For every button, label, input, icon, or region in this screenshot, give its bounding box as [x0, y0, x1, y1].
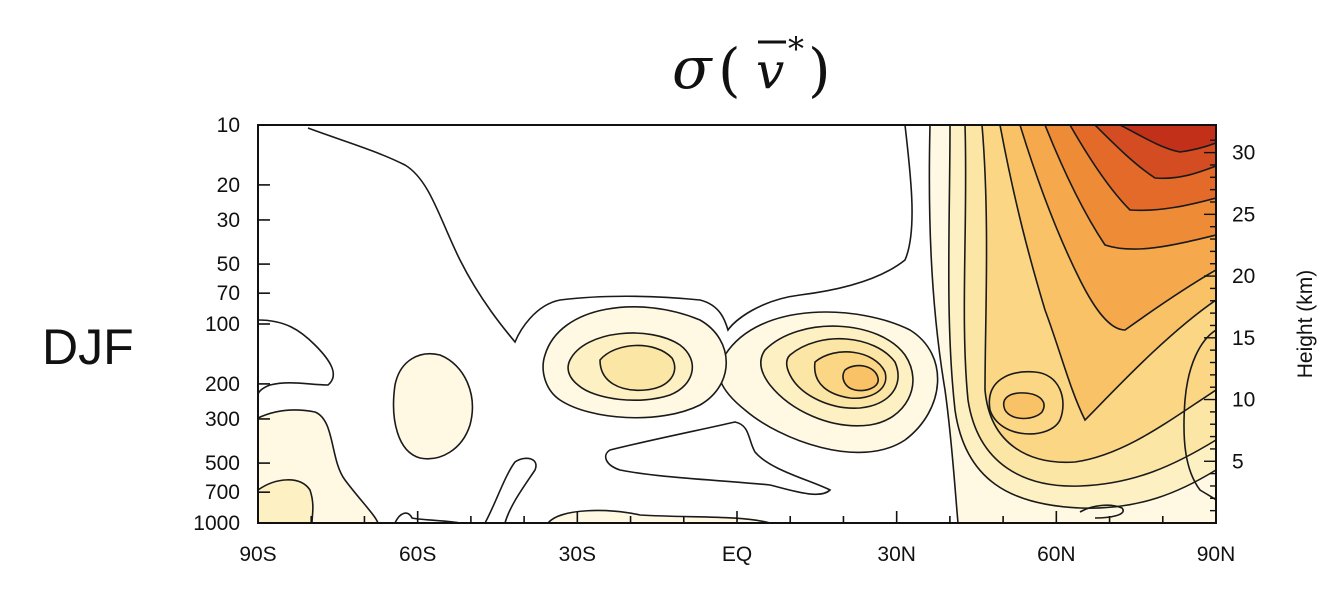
title-star: *: [788, 30, 804, 68]
height-tick-label: 15: [1232, 327, 1255, 350]
antarctic-low-level-2: [258, 479, 314, 523]
title-variable: v: [756, 42, 784, 100]
polar-lower-contour: [1183, 329, 1216, 501]
y-tick-label: 500: [205, 452, 240, 475]
contour-field: [258, 125, 1216, 523]
nh-sub-level-5: [842, 364, 879, 392]
zero-level-contours: [258, 125, 1216, 523]
y-tick-label: 50: [217, 253, 240, 276]
nh-subtropical-contours: [718, 311, 939, 454]
equatorial-surface-contour: [546, 509, 771, 523]
y-tick-label: 70: [217, 282, 240, 305]
sh-subtropic-lower-contour: [484, 457, 537, 523]
tropical-trough-contour: [604, 421, 832, 496]
height-tick-label: 30: [1232, 142, 1255, 165]
x-tick-label: 60N: [1037, 543, 1076, 566]
sh-surface-contour: [394, 512, 461, 523]
title-close-paren: ): [808, 36, 831, 104]
antarctic-zero-contour: [258, 319, 334, 396]
chart-title: σ ( v * ): [600, 18, 920, 118]
title-formula: σ ( v * ): [672, 30, 831, 104]
x-tick-label: 30N: [877, 543, 916, 566]
y-tick-label: 20: [217, 174, 240, 197]
sh-midlat-blob: [392, 353, 474, 460]
x-tick-label: EQ: [722, 543, 752, 566]
sh-subtropical-contours: [542, 306, 728, 419]
y-tick-label: 700: [205, 481, 240, 504]
x-axis: 90S 60S 30S EQ 30N 60N 90N: [239, 511, 1235, 566]
polar-surface-contour: [1079, 504, 1124, 519]
y-tick-label: 30: [217, 209, 240, 232]
x-tick-label: 90N: [1197, 543, 1236, 566]
title-open-paren: (: [718, 36, 741, 104]
y-tick-label: 300: [205, 408, 240, 431]
sh-sub-level-3: [599, 344, 676, 392]
height-tick-label: 10: [1232, 389, 1255, 412]
height-axis: 5 10 15 20 25 30: [1204, 139, 1255, 512]
y-tick-label: 10: [217, 114, 240, 137]
title-sigma: σ: [672, 34, 713, 102]
x-tick-label: 90S: [239, 543, 276, 566]
contour-level-10: [1119, 125, 1216, 153]
contour-nh-ring: [988, 370, 1064, 435]
height-tick-label: 20: [1232, 265, 1255, 288]
height-tick-label: 25: [1232, 203, 1255, 226]
y-tick-label: 200: [205, 373, 240, 396]
stratospheric-zero-contour: [307, 125, 913, 344]
x-tick-label: 30S: [559, 543, 596, 566]
pressure-axis: 10 20 30 50 70 100 200 300 500 700 1000: [193, 114, 270, 535]
contour-nh-core: [1003, 392, 1045, 420]
x-tick-label: 60S: [399, 543, 436, 566]
height-axis-title: Height (km): [1294, 270, 1317, 379]
arctic-jet-contours: [928, 125, 1216, 523]
y-tick-label: 100: [205, 313, 240, 336]
height-tick-label: 5: [1232, 450, 1244, 473]
season-label: DJF: [42, 319, 134, 375]
y-tick-label: 1000: [193, 512, 240, 535]
